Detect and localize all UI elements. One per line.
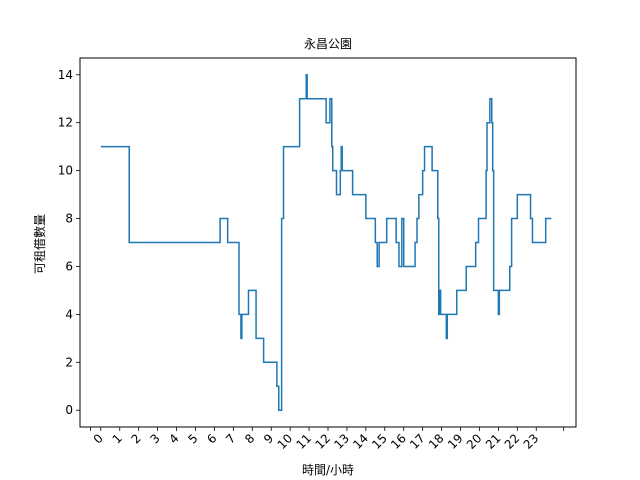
y-tick-label: 2 (65, 355, 73, 369)
series-line-0 (100, 74, 552, 411)
x-axis-label: 時間/小時 (302, 463, 354, 477)
y-tick-label: 4 (65, 307, 73, 321)
y-tick-label: 8 (65, 212, 73, 226)
y-axis-label: 可租借數量 (33, 214, 47, 274)
series-layer (100, 74, 552, 411)
y-tick-label: 6 (65, 259, 73, 273)
y-tick-label: 10 (58, 164, 73, 178)
y-tick-label: 14 (58, 68, 73, 82)
y-tick-label: 0 (65, 403, 73, 417)
y-tick-label: 12 (58, 116, 73, 130)
chart-title: 永昌公園 (304, 37, 352, 51)
